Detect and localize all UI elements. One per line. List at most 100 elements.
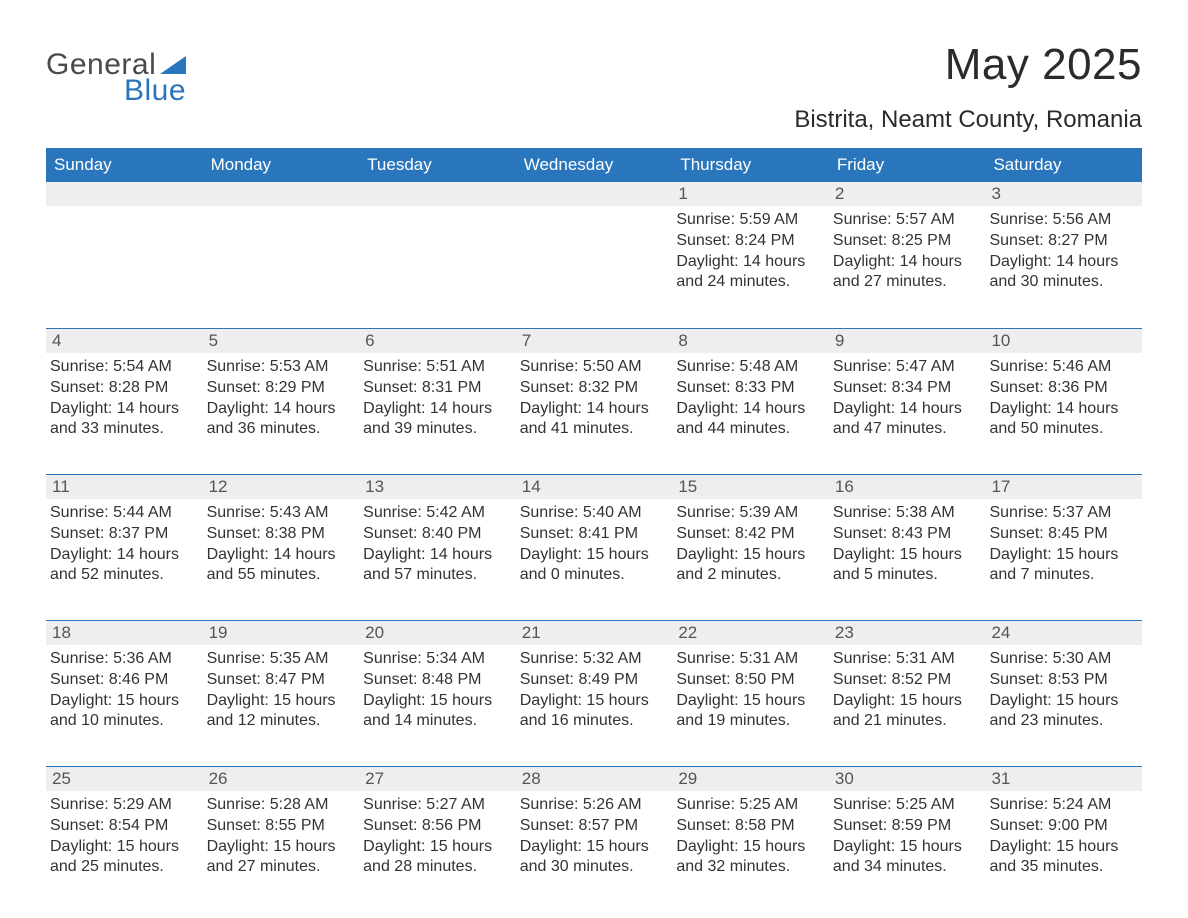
day-sunset: Sunset: 8:25 PM — [833, 231, 982, 252]
day-daylight2: and 39 minutes. — [363, 419, 512, 440]
day-sunrise: Sunrise: 5:31 AM — [676, 649, 825, 670]
day-sunrise: Sunrise: 5:31 AM — [833, 649, 982, 670]
day-daylight2: and 21 minutes. — [833, 711, 982, 732]
day-daylight2: and 14 minutes. — [363, 711, 512, 732]
day-sunrise: Sunrise: 5:48 AM — [676, 357, 825, 378]
day-sunrise: Sunrise: 5:38 AM — [833, 503, 982, 524]
day-number: 31 — [985, 767, 1142, 791]
day-daylight1: Daylight: 14 hours — [833, 399, 982, 420]
day-sunset: Sunset: 8:52 PM — [833, 670, 982, 691]
day-daylight1: Daylight: 14 hours — [989, 252, 1138, 273]
day-sunset: Sunset: 8:27 PM — [989, 231, 1138, 252]
header: General Blue May 2025 Bistrita, Neamt Co… — [46, 40, 1142, 134]
day-sunrise: Sunrise: 5:28 AM — [207, 795, 356, 816]
day-daylight1: Daylight: 15 hours — [50, 837, 199, 858]
day-number — [516, 182, 673, 206]
day-number: 24 — [985, 621, 1142, 645]
day-number: 9 — [829, 329, 986, 353]
day-daylight1: Daylight: 14 hours — [50, 399, 199, 420]
day-daylight2: and 35 minutes. — [989, 857, 1138, 878]
day-sunrise: Sunrise: 5:42 AM — [363, 503, 512, 524]
day-daylight1: Daylight: 15 hours — [520, 545, 669, 566]
day-cell: 8Sunrise: 5:48 AMSunset: 8:33 PMDaylight… — [672, 329, 829, 466]
day-daylight1: Daylight: 15 hours — [207, 691, 356, 712]
day-daylight2: and 7 minutes. — [989, 565, 1138, 586]
day-sunset: Sunset: 8:54 PM — [50, 816, 199, 837]
week-row: 18Sunrise: 5:36 AMSunset: 8:46 PMDayligh… — [46, 620, 1142, 758]
day-daylight2: and 33 minutes. — [50, 419, 199, 440]
day-sunset: Sunset: 8:55 PM — [207, 816, 356, 837]
weekday-header-row: Sunday Monday Tuesday Wednesday Thursday… — [46, 148, 1142, 182]
day-cell: 31Sunrise: 5:24 AMSunset: 9:00 PMDayligh… — [985, 767, 1142, 904]
day-sunset: Sunset: 8:57 PM — [520, 816, 669, 837]
day-number: 10 — [985, 329, 1142, 353]
day-daylight2: and 25 minutes. — [50, 857, 199, 878]
day-sunset: Sunset: 8:37 PM — [50, 524, 199, 545]
day-daylight1: Daylight: 15 hours — [833, 837, 982, 858]
day-daylight2: and 41 minutes. — [520, 419, 669, 440]
weekday-header: Monday — [203, 155, 360, 175]
day-cell: 14Sunrise: 5:40 AMSunset: 8:41 PMDayligh… — [516, 475, 673, 612]
day-daylight1: Daylight: 14 hours — [363, 545, 512, 566]
weekday-header: Saturday — [985, 155, 1142, 175]
day-sunset: Sunset: 8:49 PM — [520, 670, 669, 691]
day-daylight1: Daylight: 15 hours — [363, 691, 512, 712]
day-daylight1: Daylight: 15 hours — [989, 837, 1138, 858]
day-cell: 10Sunrise: 5:46 AMSunset: 8:36 PMDayligh… — [985, 329, 1142, 466]
day-daylight2: and 34 minutes. — [833, 857, 982, 878]
day-sunrise: Sunrise: 5:44 AM — [50, 503, 199, 524]
day-cell: 4Sunrise: 5:54 AMSunset: 8:28 PMDaylight… — [46, 329, 203, 466]
day-number: 6 — [359, 329, 516, 353]
day-daylight2: and 30 minutes. — [989, 272, 1138, 293]
title-block: May 2025 Bistrita, Neamt County, Romania — [794, 40, 1142, 134]
day-daylight1: Daylight: 14 hours — [520, 399, 669, 420]
day-cell: 26Sunrise: 5:28 AMSunset: 8:55 PMDayligh… — [203, 767, 360, 904]
day-number: 1 — [672, 182, 829, 206]
day-number: 21 — [516, 621, 673, 645]
day-sunrise: Sunrise: 5:32 AM — [520, 649, 669, 670]
day-sunrise: Sunrise: 5:34 AM — [363, 649, 512, 670]
day-cell: 9Sunrise: 5:47 AMSunset: 8:34 PMDaylight… — [829, 329, 986, 466]
location-title: Bistrita, Neamt County, Romania — [794, 106, 1142, 134]
day-daylight2: and 57 minutes. — [363, 565, 512, 586]
day-cell: 22Sunrise: 5:31 AMSunset: 8:50 PMDayligh… — [672, 621, 829, 758]
day-number: 2 — [829, 182, 986, 206]
day-sunrise: Sunrise: 5:39 AM — [676, 503, 825, 524]
day-cell: 13Sunrise: 5:42 AMSunset: 8:40 PMDayligh… — [359, 475, 516, 612]
day-daylight2: and 32 minutes. — [676, 857, 825, 878]
day-sunset: Sunset: 9:00 PM — [989, 816, 1138, 837]
day-cell — [203, 182, 360, 320]
day-cell: 11Sunrise: 5:44 AMSunset: 8:37 PMDayligh… — [46, 475, 203, 612]
day-sunset: Sunset: 8:42 PM — [676, 524, 825, 545]
day-number: 18 — [46, 621, 203, 645]
day-number: 25 — [46, 767, 203, 791]
day-cell: 28Sunrise: 5:26 AMSunset: 8:57 PMDayligh… — [516, 767, 673, 904]
weekday-header: Thursday — [672, 155, 829, 175]
day-sunrise: Sunrise: 5:29 AM — [50, 795, 199, 816]
day-number: 29 — [672, 767, 829, 791]
day-cell: 19Sunrise: 5:35 AMSunset: 8:47 PMDayligh… — [203, 621, 360, 758]
day-number: 15 — [672, 475, 829, 499]
day-daylight2: and 23 minutes. — [989, 711, 1138, 732]
day-sunset: Sunset: 8:47 PM — [207, 670, 356, 691]
day-cell: 3Sunrise: 5:56 AMSunset: 8:27 PMDaylight… — [985, 182, 1142, 320]
week-row: 1Sunrise: 5:59 AMSunset: 8:24 PMDaylight… — [46, 182, 1142, 320]
day-sunrise: Sunrise: 5:25 AM — [833, 795, 982, 816]
day-daylight2: and 5 minutes. — [833, 565, 982, 586]
day-number: 8 — [672, 329, 829, 353]
day-sunrise: Sunrise: 5:43 AM — [207, 503, 356, 524]
day-number: 28 — [516, 767, 673, 791]
day-cell: 30Sunrise: 5:25 AMSunset: 8:59 PMDayligh… — [829, 767, 986, 904]
day-number: 23 — [829, 621, 986, 645]
day-number: 30 — [829, 767, 986, 791]
day-sunrise: Sunrise: 5:37 AM — [989, 503, 1138, 524]
day-cell: 15Sunrise: 5:39 AMSunset: 8:42 PMDayligh… — [672, 475, 829, 612]
day-sunset: Sunset: 8:28 PM — [50, 378, 199, 399]
day-daylight1: Daylight: 15 hours — [363, 837, 512, 858]
day-cell: 6Sunrise: 5:51 AMSunset: 8:31 PMDaylight… — [359, 329, 516, 466]
day-daylight2: and 10 minutes. — [50, 711, 199, 732]
day-sunrise: Sunrise: 5:50 AM — [520, 357, 669, 378]
day-cell: 18Sunrise: 5:36 AMSunset: 8:46 PMDayligh… — [46, 621, 203, 758]
day-number: 4 — [46, 329, 203, 353]
day-number: 13 — [359, 475, 516, 499]
